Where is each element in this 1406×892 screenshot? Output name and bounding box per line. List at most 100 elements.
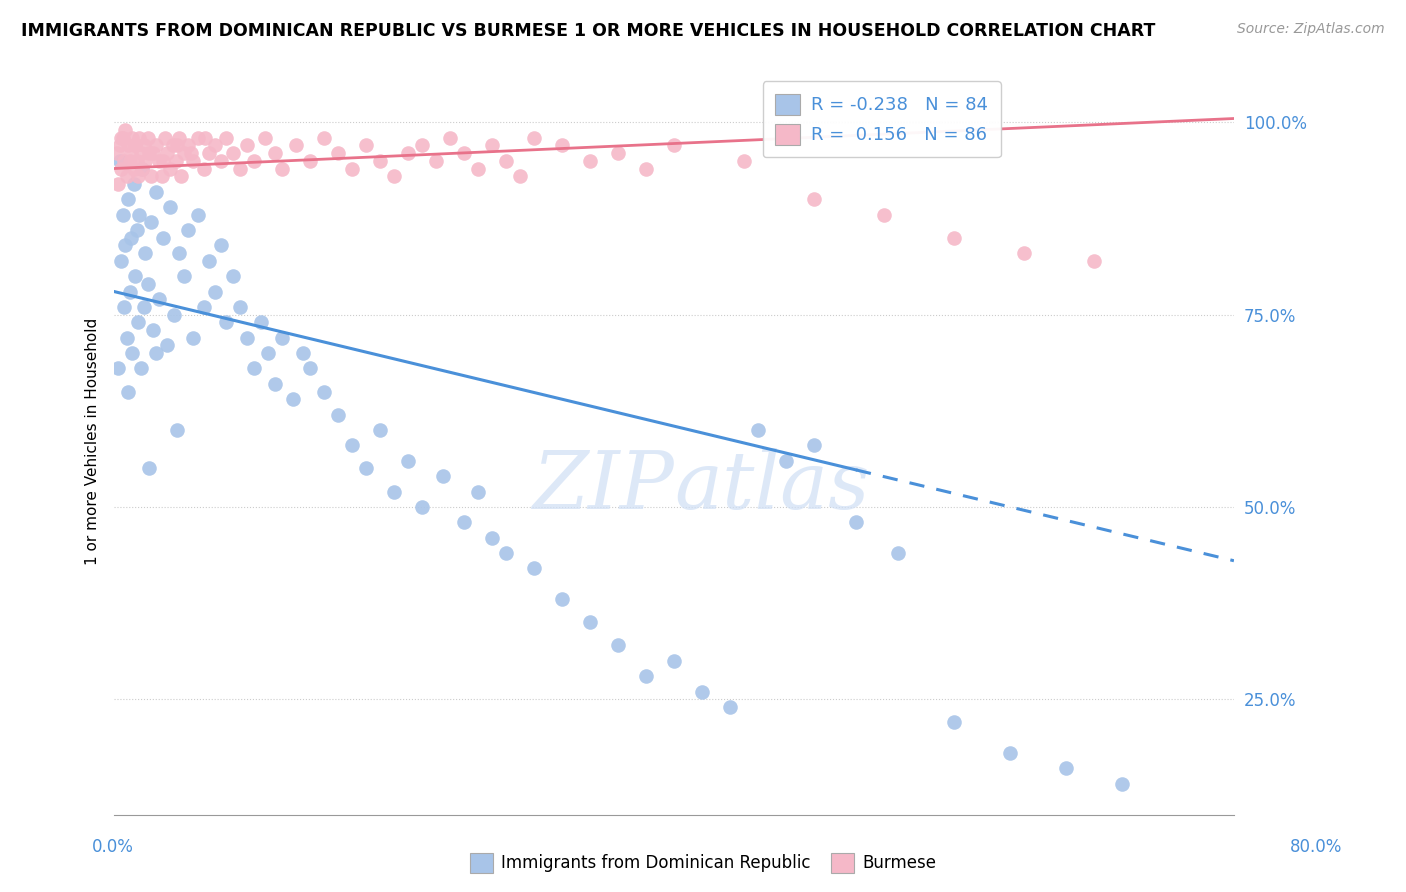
- Point: [165, 153, 187, 168]
- Point: [110, 130, 132, 145]
- Point: [943, 231, 966, 245]
- Point: [662, 138, 685, 153]
- Point: [139, 215, 162, 229]
- Point: [187, 130, 209, 145]
- Point: [271, 331, 294, 345]
- Point: [110, 253, 132, 268]
- Text: ZIP: ZIP: [533, 448, 673, 525]
- Text: atlas: atlas: [673, 448, 869, 525]
- Point: [204, 138, 226, 153]
- Point: [132, 138, 155, 153]
- Point: [136, 130, 159, 145]
- Point: [120, 231, 142, 245]
- Point: [636, 161, 658, 176]
- Point: [138, 461, 160, 475]
- Point: [142, 323, 165, 337]
- Point: [132, 300, 155, 314]
- Y-axis label: 1 or more Vehicles in Household: 1 or more Vehicles in Household: [86, 318, 100, 566]
- Point: [481, 138, 503, 153]
- Point: [117, 138, 139, 153]
- Point: [236, 331, 259, 345]
- Point: [690, 684, 713, 698]
- Point: [229, 300, 252, 314]
- Point: [181, 153, 204, 168]
- Point: [167, 246, 190, 260]
- Point: [257, 346, 280, 360]
- Point: [292, 346, 315, 360]
- Point: [264, 146, 287, 161]
- Point: [453, 146, 475, 161]
- Point: [181, 331, 204, 345]
- Point: [314, 384, 336, 399]
- Point: [887, 546, 910, 560]
- Point: [579, 153, 602, 168]
- Legend: Immigrants from Dominican Republic, Burmese: Immigrants from Dominican Republic, Burm…: [463, 847, 943, 880]
- Point: [180, 146, 202, 161]
- Point: [166, 138, 188, 153]
- Point: [117, 384, 139, 399]
- Point: [326, 408, 349, 422]
- Point: [163, 308, 186, 322]
- Point: [131, 161, 153, 176]
- Point: [943, 715, 966, 730]
- Point: [354, 461, 377, 475]
- Point: [134, 246, 156, 260]
- Point: [396, 146, 419, 161]
- Point: [1012, 246, 1035, 260]
- Point: [314, 130, 336, 145]
- Point: [129, 146, 152, 161]
- Point: [551, 592, 574, 607]
- Point: [121, 346, 143, 360]
- Point: [145, 138, 167, 153]
- Point: [125, 223, 148, 237]
- Point: [118, 153, 141, 168]
- Point: [254, 130, 277, 145]
- Point: [236, 138, 259, 153]
- Point: [177, 138, 200, 153]
- Point: [495, 546, 517, 560]
- Point: [1083, 253, 1105, 268]
- Point: [128, 130, 150, 145]
- Point: [411, 500, 433, 514]
- Point: [340, 161, 363, 176]
- Point: [131, 161, 153, 176]
- Point: [523, 561, 546, 575]
- Point: [124, 269, 146, 284]
- Point: [1111, 777, 1133, 791]
- Point: [152, 153, 174, 168]
- Point: [495, 153, 517, 168]
- Point: [194, 130, 217, 145]
- Point: [124, 138, 146, 153]
- Point: [299, 153, 322, 168]
- Text: Source: ZipAtlas.com: Source: ZipAtlas.com: [1237, 22, 1385, 37]
- Text: 0.0%: 0.0%: [91, 838, 134, 856]
- Point: [733, 153, 755, 168]
- Point: [148, 153, 170, 168]
- Point: [579, 615, 602, 630]
- Point: [453, 516, 475, 530]
- Point: [138, 146, 160, 161]
- Point: [122, 161, 145, 176]
- Point: [425, 153, 447, 168]
- Point: [128, 208, 150, 222]
- Point: [170, 169, 193, 184]
- Point: [283, 392, 305, 407]
- Point: [173, 269, 195, 284]
- Point: [110, 161, 132, 176]
- Point: [127, 315, 149, 329]
- Point: [166, 423, 188, 437]
- Point: [285, 138, 308, 153]
- Point: [150, 169, 173, 184]
- Point: [121, 130, 143, 145]
- Point: [340, 438, 363, 452]
- Point: [167, 130, 190, 145]
- Point: [215, 315, 238, 329]
- Point: [105, 146, 128, 161]
- Point: [250, 315, 273, 329]
- Point: [873, 208, 896, 222]
- Point: [354, 138, 377, 153]
- Point: [222, 146, 245, 161]
- Point: [115, 331, 138, 345]
- Point: [607, 638, 630, 652]
- Point: [111, 130, 134, 145]
